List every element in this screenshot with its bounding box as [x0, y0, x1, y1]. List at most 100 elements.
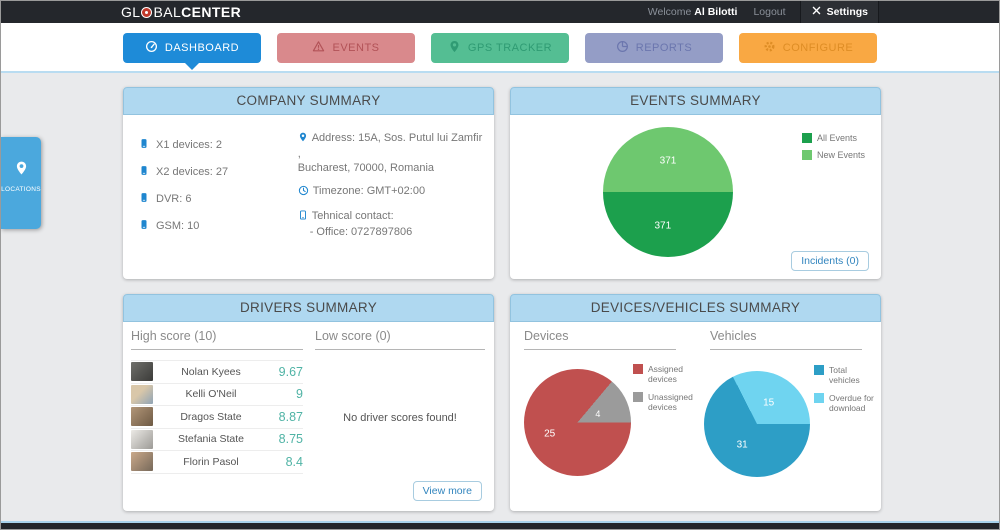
driver-score: 8.75 — [278, 432, 303, 447]
driver-avatar — [131, 429, 153, 449]
nav-tab-events[interactable]: EVENTS — [277, 33, 415, 63]
incidents-button[interactable]: Incidents (0) — [791, 251, 869, 271]
pie-slice-value: 15 — [763, 397, 775, 409]
nav-tab-dashboard[interactable]: DASHBOARD — [123, 33, 261, 63]
driver-row[interactable]: Nolan Kyees 9.67 — [131, 361, 303, 384]
driver-name: Dragos State — [180, 410, 242, 423]
legend-item: New Events — [801, 150, 865, 160]
legend-swatch-unassigned-devices — [633, 392, 643, 402]
legend-swatch-all-events — [801, 133, 812, 143]
nav-label: CONFIGURE — [782, 42, 854, 54]
topbar: GL BAL CENTER Welcome Al Bilotti Logout Se… — [1, 1, 999, 23]
username: Al Bilotti — [694, 6, 738, 18]
company-device-counts: X1 devices: 2 X2 devices: 27 DVR: 6 GSM:… — [139, 131, 298, 248]
topbar-menu: Welcome Al Bilotti Logout Settings — [648, 1, 879, 23]
device-count-item: X2 devices: 27 — [139, 158, 298, 185]
device-count-item: GSM: 10 — [139, 212, 298, 239]
legend-label: Assigned devices — [648, 364, 683, 384]
legend-swatch-total-vehicles — [814, 365, 824, 375]
driver-name: Kelli O'Neil — [185, 388, 237, 401]
legend-label: Overdue for download — [829, 393, 874, 413]
events-legend: All Events New Events — [801, 133, 865, 160]
locations-side-tab[interactable]: LOCATIONS — [1, 137, 41, 229]
logo-text-pre: GL — [121, 4, 141, 20]
devices-pie-chart: 25 4 — [524, 369, 631, 476]
device-count-text: GSM: 10 — [156, 219, 200, 232]
mobile-phone-icon — [298, 209, 308, 225]
legend-item: All Events — [801, 133, 865, 143]
company-summary-panel: COMPANY SUMMARY X1 devices: 2 X2 devices… — [123, 87, 494, 279]
company-summary-body: X1 devices: 2 X2 devices: 27 DVR: 6 GSM:… — [123, 115, 494, 248]
driver-avatar — [131, 384, 153, 404]
panel-title: COMPANY SUMMARY — [123, 87, 494, 115]
nav-label: DASHBOARD — [164, 42, 240, 54]
pie-slice-value: 4 — [595, 408, 601, 419]
footer-bar — [1, 521, 999, 529]
logout-link[interactable]: Logout — [753, 6, 786, 18]
vehicles-pie-chart: 15 31 — [704, 371, 810, 477]
panel-title: DRIVERS SUMMARY — [123, 294, 494, 322]
phone-icon — [139, 191, 149, 207]
app-logo: GL BAL CENTER — [121, 4, 241, 20]
settings-label: Settings — [826, 6, 868, 18]
nav-tab-configure[interactable]: CONFIGURE — [739, 33, 877, 63]
settings-button[interactable]: Settings — [799, 1, 879, 23]
timezone-text: Timezone: GMT+02:00 — [312, 185, 426, 197]
driver-score: 8.4 — [285, 454, 303, 469]
legend-swatch-overdue-download — [814, 393, 824, 403]
main-nav: DASHBOARD EVENTS GPS TRACKER REPORTS CON… — [1, 23, 999, 73]
locations-tab-label: LOCATIONS — [1, 186, 41, 193]
devices-sub-header: Devices — [524, 329, 676, 350]
welcome-text: Welcome Al Bilotti — [648, 6, 738, 18]
gauge-icon — [145, 40, 158, 56]
devices-legend: Assigned devices Unassigned devices — [633, 364, 697, 412]
low-score-header: Low score (0) — [315, 329, 485, 350]
legend-item: Total vehicles — [814, 365, 876, 385]
nav-tab-gps-tracker[interactable]: GPS TRACKER — [431, 33, 569, 63]
legend-item: Unassigned devices — [633, 392, 697, 412]
legend-swatch-new-events — [801, 150, 812, 160]
view-more-button[interactable]: View more — [412, 481, 482, 501]
phone-icon — [139, 218, 149, 234]
location-pin-icon — [448, 40, 461, 56]
driver-score: 9.67 — [278, 364, 303, 379]
high-score-list: Nolan Kyees 9.67 Kelli O'Neil 9 Dragos S… — [131, 360, 303, 474]
events-summary-panel: EVENTS SUMMARY 371 371 All Events New Ev… — [510, 87, 881, 279]
address-block: Address: 15A, Sos. Putul lui Zamfir , Bu… — [298, 131, 484, 175]
driver-row[interactable]: Stefania State 8.75 — [131, 429, 303, 451]
driver-row[interactable]: Kelli O'Neil 9 — [131, 384, 303, 406]
legend-label: All Events — [816, 133, 857, 143]
driver-avatar — [131, 407, 153, 427]
vehicles-legend: Total vehicles Overdue for download — [814, 365, 876, 413]
legend-label: New Events — [816, 150, 865, 160]
device-count-text: X1 devices: 2 — [156, 138, 223, 151]
phone-icon — [139, 137, 149, 153]
address-line2: Bucharest, 70000, Romania — [297, 162, 435, 174]
driver-score: 8.87 — [278, 409, 303, 424]
contact-office: - Office: 0727897806 — [309, 226, 413, 238]
clock-icon — [298, 185, 309, 200]
drivers-summary-panel: DRIVERS SUMMARY High score (10) Low scor… — [123, 294, 494, 511]
driver-row[interactable]: Florin Pasol 8.4 — [131, 451, 303, 474]
pie-slice-value: 371 — [654, 220, 672, 232]
gear-icon — [763, 40, 776, 56]
nav-tab-reports[interactable]: REPORTS — [585, 33, 723, 63]
logo-text-bold: CENTER — [181, 4, 242, 20]
contact-block: Tehnical contact: - Office: 0727897806 — [298, 209, 484, 239]
driver-row[interactable]: Dragos State 8.87 — [131, 406, 303, 429]
driver-name: Florin Pasol — [183, 455, 239, 468]
device-count-item: X1 devices: 2 — [139, 131, 298, 158]
nav-label: EVENTS — [332, 42, 380, 54]
pie-slice-value: 371 — [659, 155, 677, 167]
driver-name: Stefania State — [178, 433, 244, 446]
contact-label: Tehnical contact: — [311, 210, 394, 222]
events-pie-chart: 371 371 — [603, 127, 733, 257]
low-score-empty-message: No driver scores found! — [343, 412, 457, 424]
address-line1: Address: 15A, Sos. Putul lui Zamfir , — [297, 132, 483, 160]
company-contact-info: Address: 15A, Sos. Putul lui Zamfir , Bu… — [298, 131, 484, 248]
legend-label: Total vehicles — [829, 365, 860, 385]
logo-target-icon — [141, 6, 153, 18]
panel-title: EVENTS SUMMARY — [510, 87, 881, 115]
pie-slice-value: 25 — [544, 428, 556, 440]
